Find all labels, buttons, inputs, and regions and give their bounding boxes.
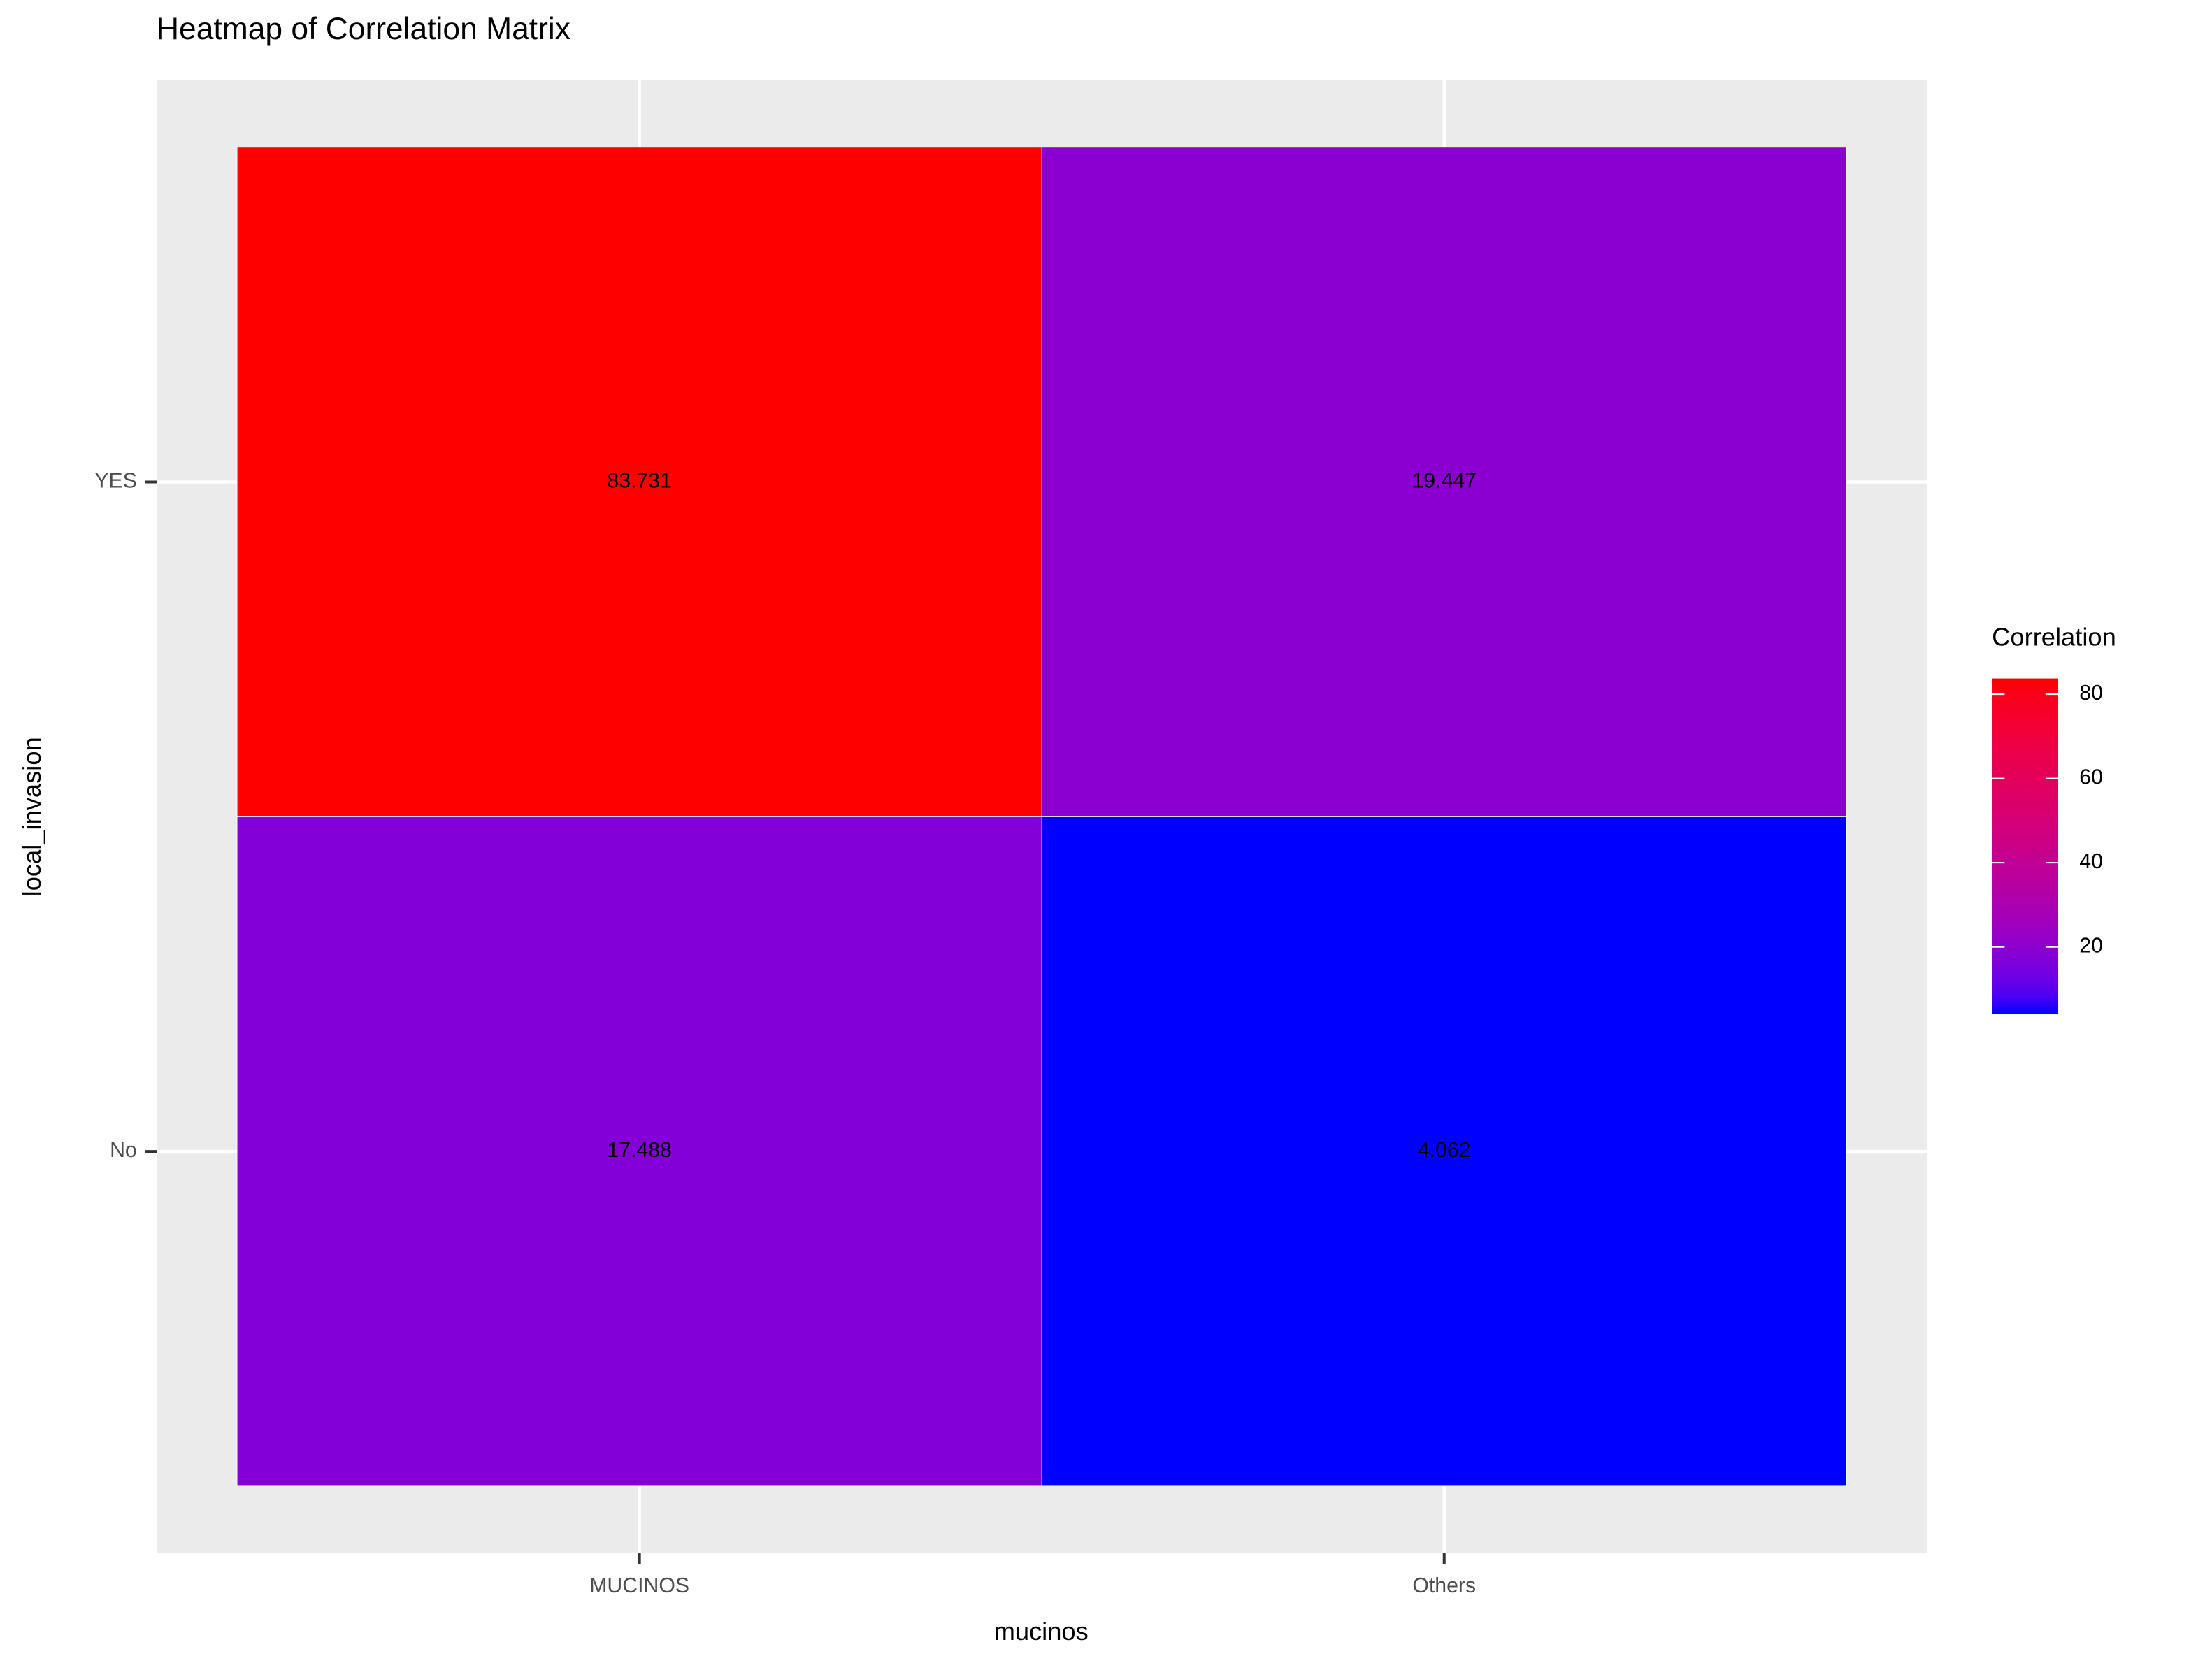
cell-label: 4.062: [1418, 1139, 1471, 1162]
heatmap-cell: [236, 816, 1042, 1487]
heatmap-cell: [1041, 816, 1847, 1487]
y-tick-label: No: [110, 1139, 137, 1162]
cell-label: 83.731: [607, 470, 672, 493]
chart-title: Heatmap of Correlation Matrix: [157, 12, 570, 46]
colorbar-tick-label: 20: [2079, 935, 2103, 958]
colorbar: [1992, 678, 2059, 1014]
colorbar-tick-label: 40: [2079, 850, 2103, 873]
legend-title: Correlation: [1992, 623, 2116, 651]
heatmap-cell: [1041, 147, 1847, 817]
colorbar-tick-label: 60: [2079, 766, 2103, 789]
colorbar-tick-label: 80: [2079, 682, 2103, 705]
y-axis-title: local_invasion: [17, 737, 46, 896]
x-tick-label: MUCINOS: [589, 1574, 689, 1597]
x-axis-title: mucinos: [994, 1617, 1089, 1646]
cell-label: 17.488: [607, 1139, 672, 1162]
y-tick-label: YES: [94, 470, 137, 493]
heatmap-cell: [236, 147, 1042, 817]
cell-label: 19.447: [1412, 470, 1477, 493]
x-tick-label: Others: [1412, 1574, 1476, 1597]
